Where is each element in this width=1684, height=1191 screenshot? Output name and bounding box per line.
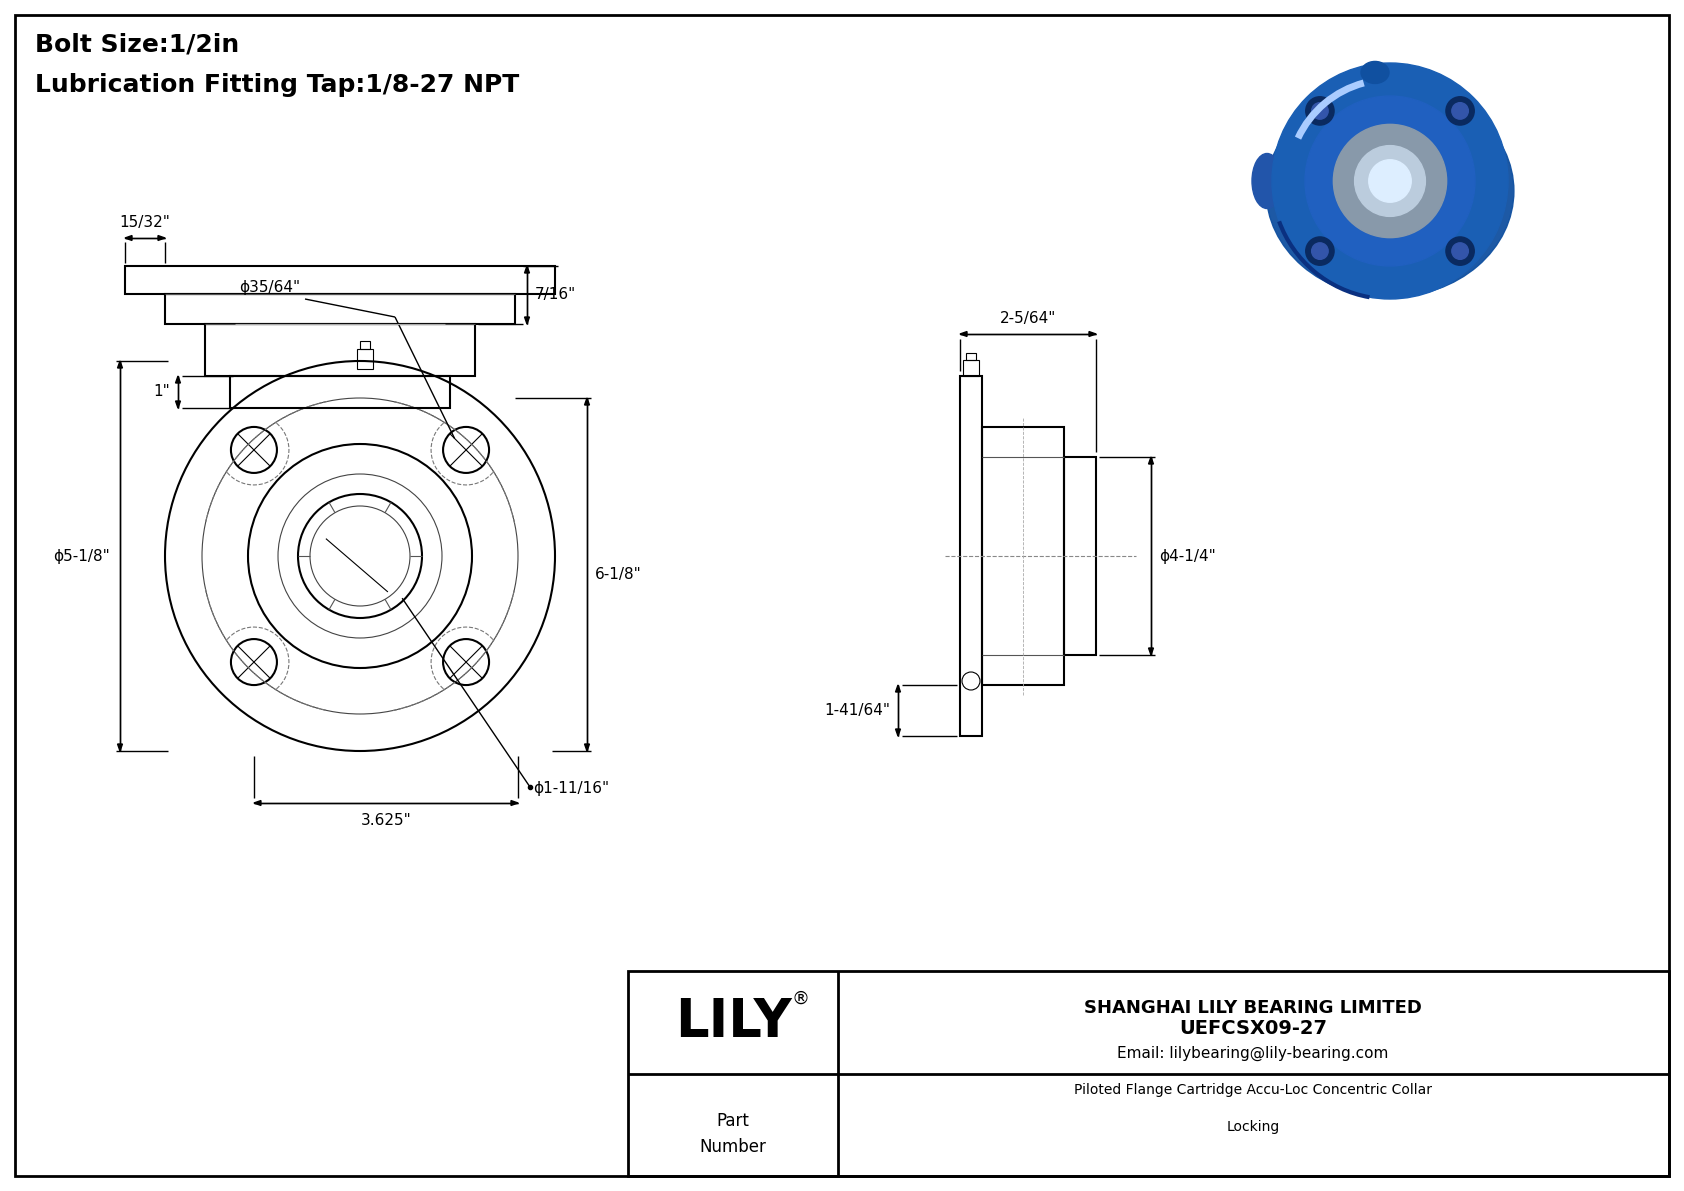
Ellipse shape [1251, 154, 1282, 208]
Circle shape [1369, 160, 1411, 202]
Polygon shape [175, 376, 180, 384]
Bar [982, 428, 1064, 685]
Polygon shape [175, 401, 180, 409]
Circle shape [1452, 102, 1468, 119]
Circle shape [1312, 243, 1329, 260]
Polygon shape [1148, 648, 1154, 655]
Text: 1-41/64": 1-41/64" [823, 703, 891, 718]
Text: 15/32": 15/32" [120, 216, 170, 230]
Bar [963, 360, 978, 376]
Text: Locking: Locking [1226, 1120, 1280, 1134]
Polygon shape [896, 729, 901, 736]
Text: Number: Number [699, 1139, 766, 1156]
Polygon shape [896, 685, 901, 692]
Polygon shape [584, 744, 589, 752]
Circle shape [1447, 96, 1474, 125]
Bar [967, 353, 977, 360]
Text: Email: lilybearing@lily-bearing.com: Email: lilybearing@lily-bearing.com [1116, 1046, 1389, 1061]
Text: 6-1/8": 6-1/8" [594, 567, 642, 582]
Polygon shape [254, 800, 261, 805]
Polygon shape [510, 800, 519, 805]
Circle shape [1305, 96, 1334, 125]
Text: SHANGHAI LILY BEARING LIMITED: SHANGHAI LILY BEARING LIMITED [1084, 999, 1421, 1017]
Bar [165, 294, 515, 324]
Polygon shape [118, 361, 123, 368]
Circle shape [1334, 124, 1447, 238]
Text: 7/16": 7/16" [536, 287, 576, 303]
Polygon shape [118, 744, 123, 752]
Circle shape [1452, 243, 1468, 260]
Polygon shape [960, 331, 967, 336]
Text: ϕ35/64": ϕ35/64" [239, 280, 300, 295]
Text: Piloted Flange Cartridge Accu-Loc Concentric Collar: Piloted Flange Cartridge Accu-Loc Concen… [1074, 1083, 1431, 1097]
Bar [360, 341, 370, 349]
Bar [231, 376, 450, 409]
Ellipse shape [1361, 62, 1389, 83]
Bar [205, 324, 475, 376]
Text: 2-5/64": 2-5/64" [1000, 311, 1056, 326]
Text: Lubrication Fitting Tap:1/8-27 NPT: Lubrication Fitting Tap:1/8-27 NPT [35, 73, 519, 96]
Circle shape [1354, 145, 1425, 217]
Text: UEFCSX09-27: UEFCSX09-27 [1179, 1018, 1327, 1037]
Circle shape [1305, 96, 1475, 266]
Polygon shape [1090, 331, 1096, 336]
Text: Part: Part [717, 1111, 749, 1129]
Bar [125, 266, 556, 294]
Text: 1": 1" [153, 385, 170, 399]
Circle shape [1271, 63, 1507, 299]
Text: ϕ1-11/16": ϕ1-11/16" [534, 781, 610, 797]
Polygon shape [524, 317, 529, 324]
Circle shape [1312, 102, 1329, 119]
Polygon shape [158, 236, 165, 241]
Polygon shape [584, 398, 589, 405]
Ellipse shape [1266, 85, 1514, 298]
Text: LILY: LILY [675, 996, 791, 1048]
Text: Bolt Size:1/2in: Bolt Size:1/2in [35, 33, 239, 57]
Bar [628, 971, 1669, 1176]
Text: ϕ5-1/8": ϕ5-1/8" [54, 549, 109, 563]
Polygon shape [524, 266, 529, 273]
Polygon shape [125, 236, 131, 241]
Bar [357, 349, 372, 369]
Bar [960, 376, 982, 736]
Circle shape [1447, 237, 1474, 266]
Text: ®: ® [791, 990, 810, 1008]
Bar [1064, 457, 1096, 655]
Text: ϕ4-1/4": ϕ4-1/4" [1159, 549, 1216, 563]
Polygon shape [1148, 457, 1154, 464]
Text: 3.625": 3.625" [360, 813, 411, 828]
Circle shape [1305, 237, 1334, 266]
